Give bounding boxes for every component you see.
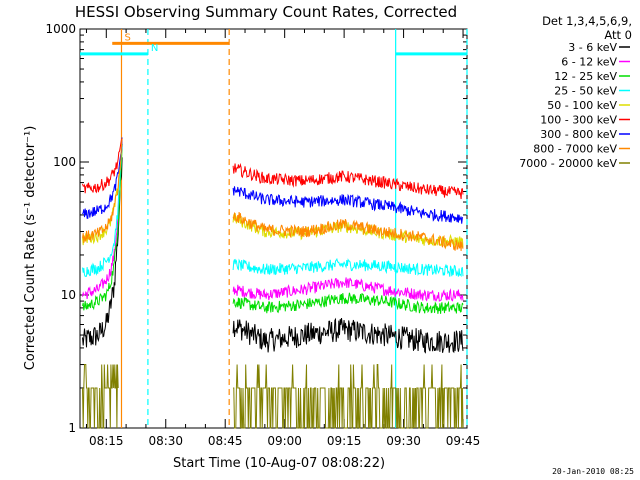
y-axis-label: Corrected Count Rate (s⁻¹ detector⁻¹): [23, 126, 38, 371]
mode-flags: SN: [80, 32, 467, 56]
x-tick-label: 09:15: [327, 434, 362, 448]
legend-entry-label: 800 - 7000 keV: [533, 143, 617, 156]
y-axis: 1 10 100 1000: [45, 22, 467, 435]
x-tick-label: 08:15: [89, 434, 124, 448]
series-line: [232, 186, 464, 224]
legend-header-line2: Att 0: [604, 28, 632, 42]
plot-frame: [79, 28, 468, 429]
x-tick-label: 09:30: [386, 434, 421, 448]
series-line: [82, 139, 123, 300]
legend-entry-label: 100 - 300 keV: [540, 114, 617, 127]
legend-entry-label: 12 - 25 keV: [554, 70, 617, 83]
mode-flag-label: S: [124, 32, 130, 43]
mode-flag-bar: [112, 41, 122, 45]
legend: Det 1,3,4,5,6,9, Att 0 3 - 6 keV 6 - 12 k…: [519, 14, 632, 170]
mode-flag-bar: [80, 52, 148, 56]
series-line: [232, 317, 464, 354]
series-line: [232, 213, 464, 249]
x-axis-label: Start Time (10-Aug-07 08:08:22): [173, 456, 385, 471]
chart-title: HESSI Observing Summary Count Rates, Cor…: [75, 3, 457, 21]
series-line: [232, 257, 464, 278]
series-line: [82, 143, 123, 311]
y-tick-label: 10: [61, 288, 76, 302]
y-tick-label: 100: [53, 155, 76, 169]
series-line: [232, 211, 464, 252]
mode-flag-label: N: [151, 43, 158, 54]
series-line: [82, 137, 123, 220]
series-line: [232, 292, 464, 314]
series-lines: [82, 137, 464, 429]
series-line: [82, 157, 123, 348]
x-tick-label: 09:00: [267, 434, 302, 448]
legend-entry-label: 7000 - 20000 keV: [519, 157, 617, 170]
x-tick-label: 08:30: [148, 434, 183, 448]
mode-flag-bar: [395, 52, 467, 56]
series-line: [82, 364, 119, 429]
mode-flag-bar: [121, 41, 230, 45]
series-line: [82, 138, 123, 243]
generation-timestamp: 20-Jan-2010 08:25: [552, 467, 634, 476]
x-tick-label: 08:45: [208, 434, 243, 448]
legend-entry-label: 25 - 50 keV: [554, 85, 617, 98]
series-line: [232, 162, 464, 200]
y-tick-label: 1: [68, 421, 76, 435]
legend-entry-label: 300 - 800 keV: [540, 128, 617, 141]
series-line: [233, 364, 464, 429]
legend-entry-label: 3 - 6 keV: [568, 41, 617, 54]
legend-header-line1: Det 1,3,4,5,6,9,: [542, 14, 632, 28]
x-axis: 08:15 08:30 08:45 09:00 09:15 09:30 09:45: [85, 29, 481, 448]
legend-entry-label: 50 - 100 keV: [547, 99, 617, 112]
legend-entry-label: 6 - 12 keV: [561, 56, 617, 69]
y-tick-label: 1000: [45, 22, 76, 36]
mode-vlines: [120, 29, 468, 428]
plot-area: [79, 28, 468, 429]
x-tick-label: 09:45: [446, 434, 481, 448]
series-line: [82, 137, 123, 194]
series-line: [82, 146, 123, 278]
series-line: [232, 277, 464, 302]
